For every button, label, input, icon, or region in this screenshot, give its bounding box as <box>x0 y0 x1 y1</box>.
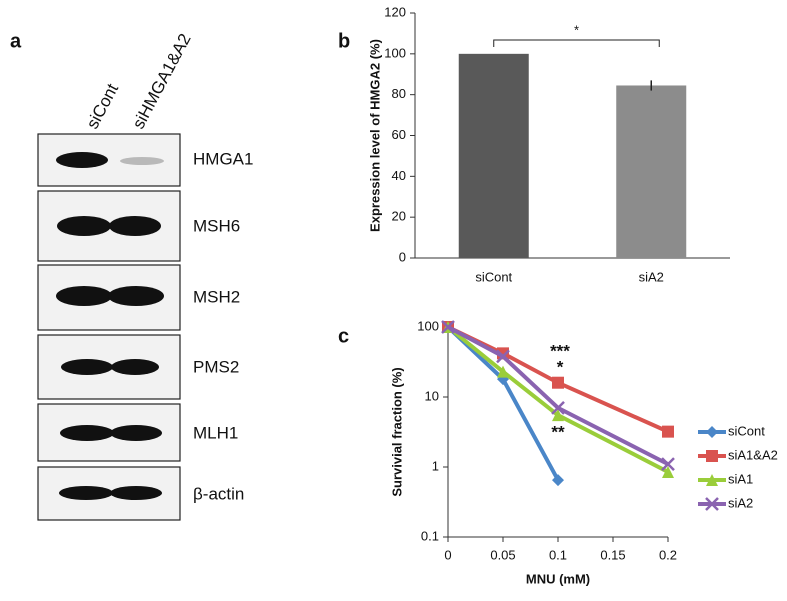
y-tick-label: 80 <box>392 86 406 101</box>
data-point <box>662 465 674 478</box>
band <box>109 216 161 236</box>
band <box>56 152 108 168</box>
band-label: β-actin <box>193 484 244 503</box>
legend-label: siA2 <box>728 495 753 510</box>
y-tick-label: 0.1 <box>421 528 439 543</box>
annotation: * <box>557 357 564 376</box>
y-tick-label: 120 <box>384 4 406 19</box>
y-axis-label: Survivial fraction (%) <box>389 367 404 496</box>
legend-label: siCont <box>728 423 765 438</box>
y-tick-label: 20 <box>392 209 406 224</box>
band <box>110 486 162 500</box>
x-tick-label: 0.15 <box>600 547 625 562</box>
x-tick-label: 0.05 <box>490 547 515 562</box>
panel-label: b <box>338 30 350 52</box>
series-line <box>447 325 669 466</box>
x-tick-label: 0 <box>444 547 451 562</box>
annotation: * <box>574 22 579 37</box>
data-point <box>496 349 510 364</box>
y-axis-label: Expression level of HMGA2 (%) <box>367 39 382 232</box>
band-label: MLH1 <box>193 423 238 442</box>
band-label: MSH2 <box>193 287 240 306</box>
legend-label: siA1&A2 <box>728 447 778 462</box>
data-point <box>497 365 509 378</box>
band <box>111 359 159 375</box>
panel-label: c <box>338 325 349 347</box>
data-point <box>662 425 674 438</box>
annotation: ** <box>551 422 565 441</box>
data-point <box>551 400 565 415</box>
x-tick-label: 0.1 <box>549 547 567 562</box>
significance-bracket <box>493 39 660 47</box>
lane-label: siHMGA1&A2 <box>129 30 195 132</box>
x-axis-label: MNU (mM) <box>526 571 590 586</box>
band <box>57 216 111 236</box>
band-label: HMGA1 <box>193 149 253 168</box>
band <box>60 425 114 441</box>
blot <box>37 133 181 521</box>
band <box>110 425 162 441</box>
data-point <box>441 320 455 334</box>
data-point <box>552 474 564 487</box>
data-point <box>552 376 564 389</box>
bar <box>458 53 529 259</box>
y-tick-label: 100 <box>384 45 406 60</box>
band-label: MSH6 <box>193 216 240 235</box>
band <box>61 359 113 375</box>
legend-marker <box>705 497 719 511</box>
series-line <box>446 325 669 474</box>
data-point <box>661 457 675 471</box>
band <box>56 286 112 306</box>
legend-marker <box>706 450 718 462</box>
band <box>108 286 164 306</box>
legend-label: siA1 <box>728 471 753 486</box>
band <box>59 486 113 500</box>
x-tick-label: siCont <box>475 269 512 284</box>
y-tick-label: 100 <box>417 318 439 333</box>
y-tick-label: 10 <box>425 388 439 403</box>
y-tick-label: 1 <box>432 458 439 473</box>
lane-label: siCont <box>83 80 123 132</box>
x-tick-label: siA2 <box>639 269 664 284</box>
y-tick-label: 60 <box>392 127 406 142</box>
band-label: PMS2 <box>193 357 239 376</box>
panel-label: a <box>10 30 22 52</box>
y-tick-label: 40 <box>392 168 406 183</box>
data-point <box>552 409 564 422</box>
annotation: *** <box>550 341 570 360</box>
legend-marker <box>706 426 718 438</box>
x-tick-label: 0.2 <box>659 547 677 562</box>
legend-marker <box>706 474 718 486</box>
band <box>120 157 164 165</box>
bar <box>616 85 687 259</box>
y-tick-label: 0 <box>399 249 406 264</box>
